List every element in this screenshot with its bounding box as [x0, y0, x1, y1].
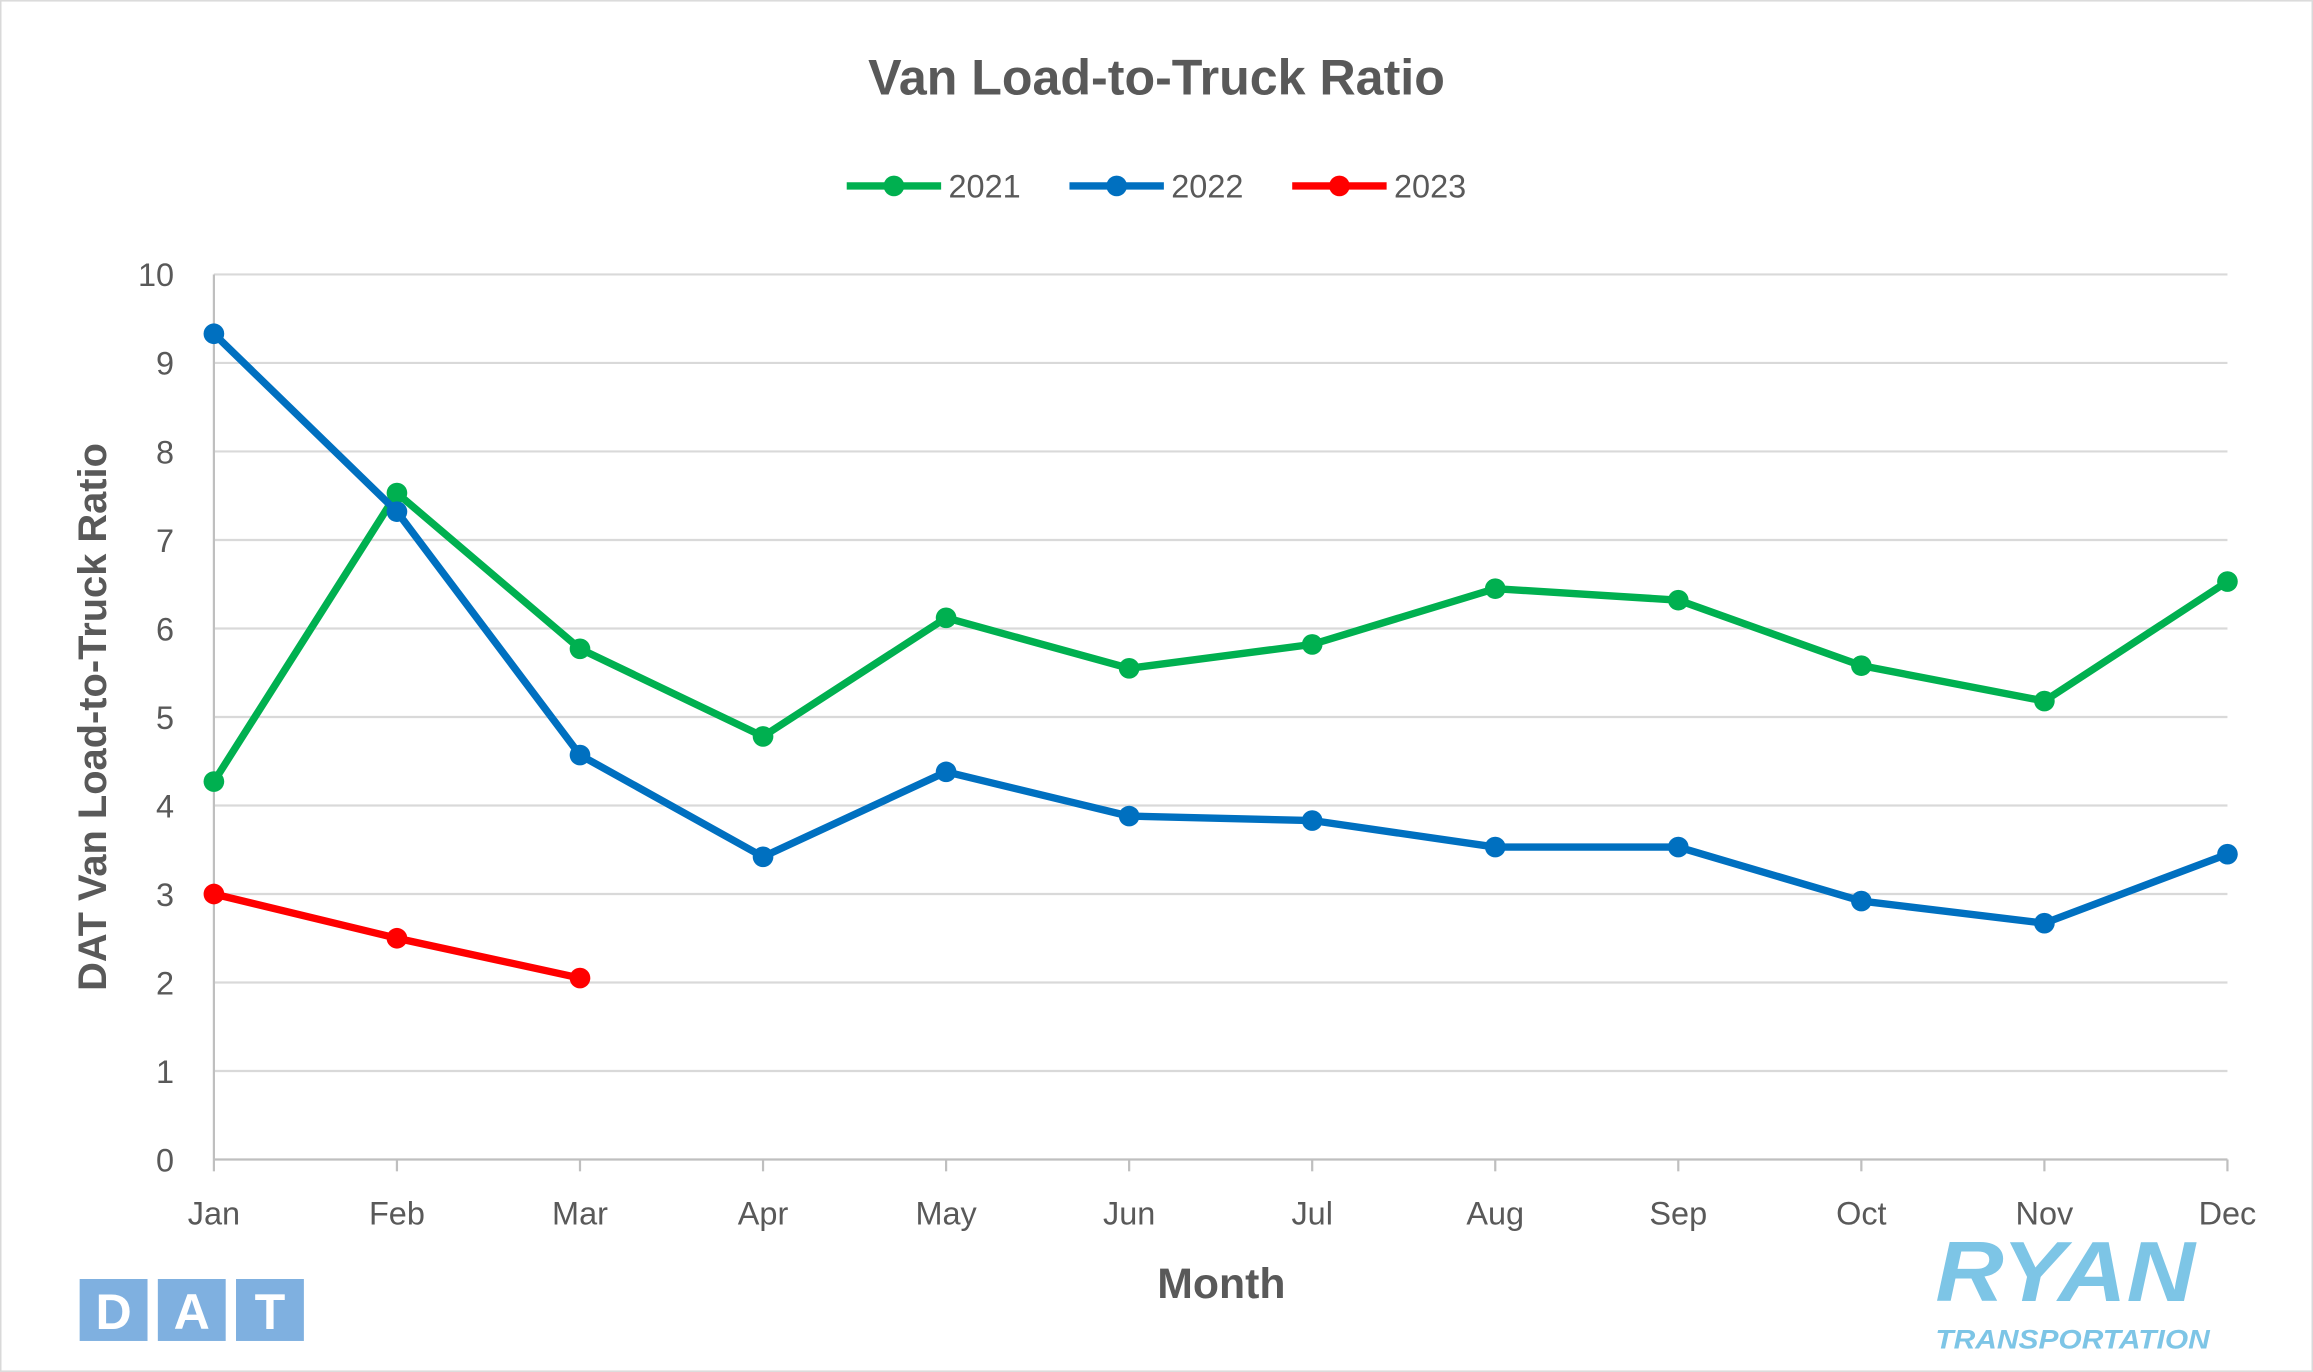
data-point-2022-Mar: [569, 744, 591, 766]
data-point-2021-May: [935, 607, 957, 629]
x-tick-label: Feb: [369, 1195, 425, 1231]
x-tick-label: May: [915, 1195, 977, 1231]
data-point-2021-Jun: [1118, 657, 1140, 679]
svg-text:RYAN: RYAN: [1935, 1225, 2197, 1320]
x-tick-label: Jan: [188, 1195, 240, 1231]
data-point-2022-May: [935, 761, 957, 783]
data-point-2022-Dec: [2217, 843, 2238, 865]
data-point-2022-Sep: [1667, 836, 1689, 858]
y-tick-label: 10: [138, 257, 174, 293]
data-point-2023-Jan: [203, 883, 225, 905]
svg-text:T: T: [255, 1284, 286, 1340]
data-point-2022-Apr: [752, 846, 774, 868]
y-tick-label: 3: [156, 877, 174, 913]
series-2022: [203, 323, 2238, 934]
data-point-2021-Apr: [752, 726, 774, 747]
y-axis-label: DAT Van Load-to-Truck Ratio: [71, 443, 115, 991]
svg-text:TRANSPORTATION: TRANSPORTATION: [1935, 1324, 2210, 1354]
svg-text:D: D: [95, 1284, 131, 1340]
data-point-2021-Nov: [2034, 690, 2055, 712]
x-tick-label: Jun: [1103, 1195, 1155, 1231]
series-line-2022: [211, 331, 2229, 927]
y-tick-label: 4: [156, 788, 174, 824]
x-tick-label: Oct: [1836, 1195, 1886, 1231]
x-tick-label: Dec: [2199, 1195, 2257, 1231]
data-point-2021-Dec: [2217, 571, 2238, 592]
legend-item-2021: 2021: [846, 169, 1021, 205]
y-tick-label: 7: [156, 523, 174, 559]
y-tick-label: 2: [156, 965, 174, 1001]
legend-label: 2021: [949, 169, 1021, 205]
legend-label: 2023: [1394, 169, 1466, 205]
data-point-2022-Nov: [2034, 912, 2055, 934]
x-axis-label: Month: [1157, 1260, 1285, 1308]
legend: 2021 2022 2023: [846, 169, 1466, 205]
x-tick-label: Apr: [738, 1195, 789, 1231]
y-tick-label: 0: [156, 1142, 174, 1178]
legend-marker: [1106, 175, 1127, 197]
legend-marker: [1329, 175, 1350, 197]
dat-logo: D A T: [79, 1279, 304, 1341]
series-group: [203, 323, 2238, 989]
chart-title: Van Load-to-Truck Ratio: [868, 49, 1445, 105]
data-point-2021-Mar: [569, 638, 591, 660]
data-point-2023-Mar: [569, 967, 591, 989]
legend-label: 2022: [1171, 169, 1243, 205]
data-point-2021-Jan: [203, 771, 225, 792]
y-tick-label: 5: [156, 700, 174, 736]
data-point-2022-Feb: [386, 501, 408, 522]
series-2021: [203, 482, 2238, 792]
data-point-2022-Oct: [1851, 890, 1872, 912]
x-tick-label: Jul: [1291, 1195, 1332, 1231]
data-point-2022-Aug: [1484, 836, 1506, 858]
data-point-2021-Oct: [1851, 655, 1872, 676]
svg-text:A: A: [174, 1284, 210, 1340]
data-point-2022-Jun: [1118, 805, 1140, 827]
legend-marker: [883, 175, 905, 197]
series-line-2021: [210, 489, 2230, 784]
ryan-transportation-logo: RYAN TRANSPORTATION: [1935, 1225, 2210, 1354]
legend-item-2023: 2023: [1292, 169, 1466, 205]
gridlines: [212, 273, 2229, 1172]
x-tick-label: Nov: [2016, 1195, 2074, 1231]
y-tick-label: 9: [156, 346, 174, 382]
y-tick-label: 6: [156, 611, 174, 647]
data-point-2022-Jan: [203, 323, 225, 345]
x-tick-label: Mar: [552, 1195, 608, 1231]
data-point-2022-Jul: [1301, 810, 1323, 831]
series-2023: [203, 883, 591, 989]
data-point-2023-Feb: [386, 927, 408, 949]
x-tick-label: Aug: [1466, 1195, 1524, 1231]
data-point-2021-Jul: [1301, 634, 1323, 655]
y-tick-label: 8: [156, 434, 174, 470]
data-point-2021-Feb: [386, 482, 408, 504]
data-point-2021-Aug: [1484, 578, 1506, 599]
legend-item-2022: 2022: [1069, 169, 1243, 205]
x-tick-labels: Jan Feb Mar Apr May Jun Jul Aug Sep Oct Nov Dec: [188, 1195, 2257, 1231]
x-tick-label: Sep: [1649, 1195, 1707, 1231]
y-tick-labels: 0 1 2 3 4 5 6 7 8 9 10: [138, 257, 174, 1178]
y-tick-label: 1: [156, 1054, 174, 1090]
data-point-2021-Sep: [1667, 589, 1689, 611]
